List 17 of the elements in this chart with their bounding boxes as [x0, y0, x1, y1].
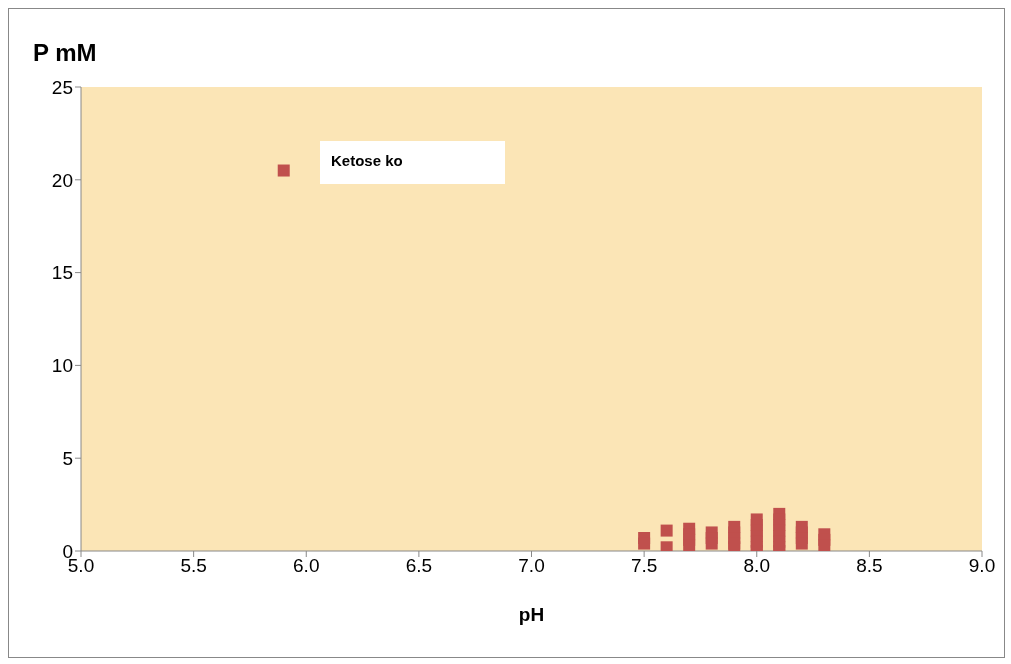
x-axis-title: pH	[518, 604, 545, 625]
y-tick-label: 15	[51, 262, 73, 284]
x-tick-label: 7.5	[630, 555, 658, 577]
y-tick-label: 25	[51, 76, 73, 98]
x-tick-label: 5.5	[180, 555, 207, 577]
x-tick-label: 9.0	[968, 555, 996, 577]
y-tick-label: 20	[51, 169, 73, 191]
y-tick-label: 5	[62, 447, 73, 469]
y-tick-label: 10	[51, 355, 73, 377]
annotation: Ketose ko	[331, 152, 403, 169]
x-tick-label: 7.0	[518, 555, 545, 577]
x-tick-label: 8.5	[856, 555, 883, 577]
x-tick-label: 6.5	[405, 555, 433, 577]
note-box: Ketose ko	[320, 141, 505, 184]
x-tick-label: 6.0	[293, 555, 320, 577]
y-axis-title: P mM	[33, 39, 97, 67]
x-tick-label: 8.0	[743, 555, 770, 577]
